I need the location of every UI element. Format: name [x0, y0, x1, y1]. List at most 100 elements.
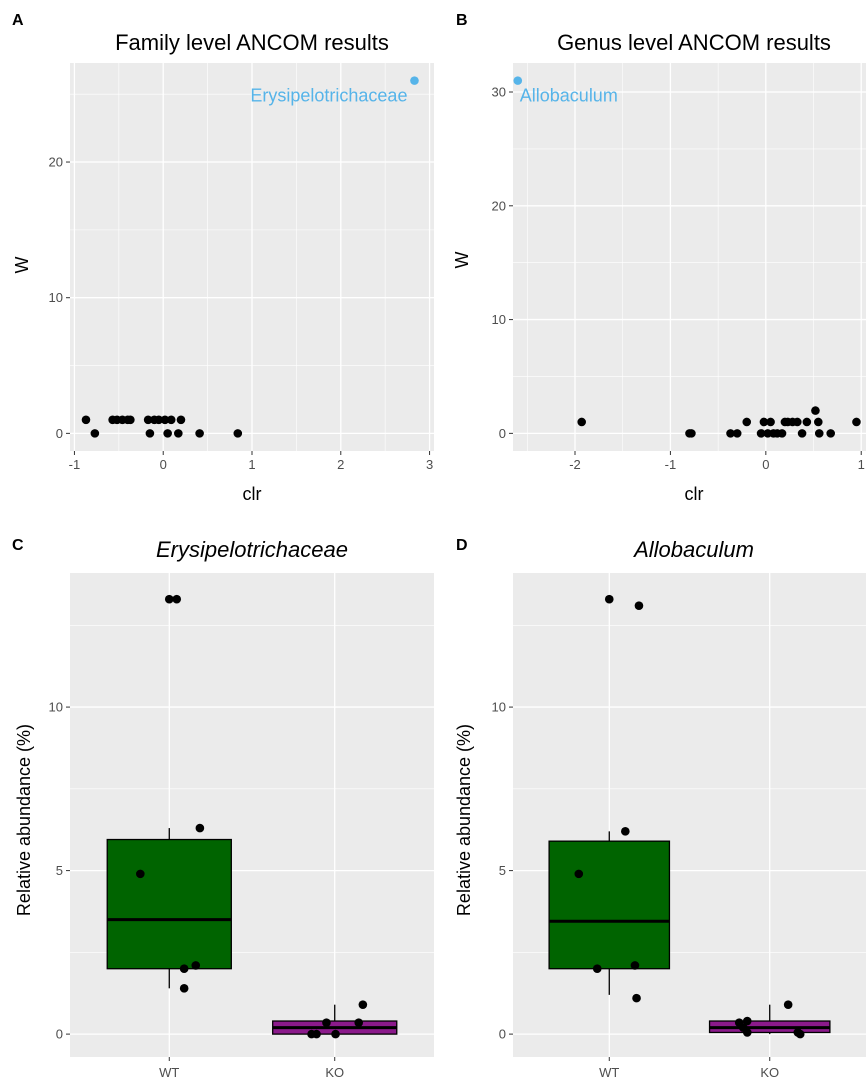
data-point [759, 417, 769, 427]
x-tick-label: KO [325, 1065, 344, 1080]
x-tick-label: 1 [858, 457, 865, 472]
data-point [126, 415, 135, 425]
y-tick-label: 30 [492, 85, 506, 100]
panel-c: C Erysipelotrichaceae 0 5 10 WT KO Relative … [12, 537, 434, 1080]
data-point [179, 964, 189, 974]
y-tick-label: 5 [499, 863, 506, 878]
highlighted-point [513, 76, 523, 85]
data-point [632, 993, 641, 1003]
panel-c-plot-area [70, 573, 434, 1057]
data-point [732, 429, 742, 438]
panel-d-boxplot [548, 594, 831, 1039]
x-tick-label: WT [599, 1065, 619, 1080]
x-tick-label: 0 [160, 457, 167, 472]
panel-c-boxplot [106, 594, 398, 1039]
x-tick-label: 1 [248, 457, 255, 472]
data-point [136, 869, 145, 879]
data-point [574, 869, 584, 879]
data-point [783, 1000, 793, 1009]
panel-d-plot-area [513, 573, 866, 1057]
x-tick-label: 2 [337, 457, 344, 472]
x-tick-label: -1 [69, 457, 81, 472]
y-tick-label: 10 [492, 700, 506, 715]
data-point [179, 984, 189, 993]
panel-a-title: Family level ANCOM results [115, 30, 389, 55]
data-point [630, 961, 640, 970]
box-wt [106, 838, 232, 970]
data-point [166, 415, 176, 425]
data-point [621, 827, 630, 836]
data-point [766, 417, 775, 427]
data-point [742, 1028, 752, 1037]
data-point [172, 594, 182, 604]
y-tick-label: 5 [56, 863, 63, 878]
y-tick-label: 10 [49, 290, 63, 305]
x-tick-label: -2 [569, 457, 581, 472]
data-point [154, 415, 164, 425]
panel-b-points: Allobaculum [513, 76, 861, 438]
data-point [312, 1029, 321, 1039]
panel-d-title: Allobaculum [632, 537, 754, 562]
panel-a-ticks: 0 10 20 -1 0 1 2 3 [49, 155, 434, 472]
panel-letter-a: A [12, 12, 24, 29]
data-point [793, 417, 802, 427]
panel-letter-c: C [12, 537, 24, 554]
panel-c-y-axis-title: Relative abundance (%) [14, 724, 34, 916]
data-point [160, 415, 170, 425]
data-point [145, 429, 155, 438]
panel-a: A Family level ANCOM results 0 10 20 -1 0 1 2 3… [12, 12, 434, 504]
data-point [777, 429, 787, 438]
data-point [742, 1016, 752, 1026]
panel-b-plot-area [513, 63, 866, 451]
panel-d-y-axis-title: Relative abundance (%) [454, 724, 474, 916]
data-point [577, 417, 586, 427]
panel-letter-d: D [456, 537, 468, 554]
x-tick-label: -1 [665, 457, 677, 472]
y-tick-label: 10 [49, 700, 63, 715]
data-point [797, 429, 807, 438]
highlighted-point [410, 76, 419, 85]
data-point [191, 961, 201, 970]
data-point [826, 429, 835, 438]
data-point [90, 429, 100, 438]
data-point [814, 429, 824, 438]
data-point [742, 417, 752, 427]
y-tick-label: 0 [56, 426, 63, 441]
panel-d: D Allobaculum 0 5 10 WT KO Relative abundanc… [454, 537, 866, 1080]
y-tick-label: 20 [492, 198, 506, 213]
panel-a-grid [70, 63, 434, 451]
data-point [195, 823, 205, 833]
x-tick-label: 0 [762, 457, 769, 472]
panel-letter-b: B [456, 12, 468, 29]
panel-b-title: Genus level ANCOM results [557, 30, 831, 55]
point-label: Erysipelotrichaceae [250, 86, 407, 106]
panel-a-points: Erysipelotrichaceae [81, 76, 419, 438]
data-point [756, 429, 766, 438]
data-point [604, 594, 614, 604]
panel-a-y-axis-title: W [12, 257, 32, 274]
data-point [164, 594, 174, 604]
panel-b-x-axis-title: clr [685, 484, 704, 504]
x-tick-label: KO [760, 1065, 779, 1080]
panel-b-y-axis-title: W [452, 252, 472, 269]
data-point [354, 1018, 364, 1027]
box-wt [548, 840, 671, 970]
data-point [322, 1018, 331, 1027]
data-point [852, 417, 861, 427]
data-point [174, 429, 183, 438]
data-point [358, 1000, 368, 1009]
data-point [634, 601, 644, 611]
data-point [813, 417, 823, 427]
data-point [195, 429, 204, 438]
panel-c-ticks: 0 5 10 WT KO [49, 700, 345, 1080]
panel-b-ticks: 0 10 20 30 -2 -1 0 1 [492, 85, 865, 472]
data-point [143, 415, 153, 425]
y-tick-label: 0 [499, 1027, 506, 1042]
data-point [687, 429, 696, 438]
y-tick-label: 20 [49, 155, 63, 170]
x-tick-label: WT [159, 1065, 179, 1080]
y-tick-label: 0 [56, 1027, 63, 1042]
y-tick-label: 10 [492, 312, 506, 327]
